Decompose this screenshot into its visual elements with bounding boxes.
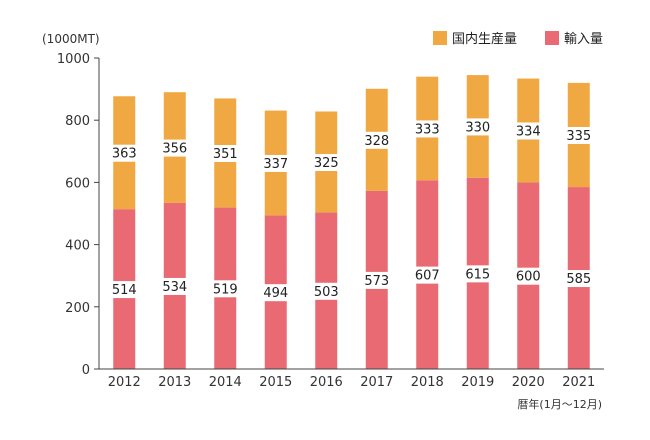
x-tick-label: 2013 — [158, 375, 191, 390]
data-label-bg — [563, 270, 594, 288]
y-tick-label: 600 — [65, 176, 90, 191]
data-label-bg — [210, 280, 241, 298]
data-label-import-2019: 615 — [465, 267, 490, 282]
x-axis-caption: 暦年(1月～12月) — [517, 397, 602, 411]
y-tick-label: 0 — [82, 363, 90, 378]
data-label-domestic-2021: 335 — [566, 129, 591, 144]
data-label-domestic-2015: 337 — [263, 157, 288, 172]
legend-label-domestic: 国内生産量 — [452, 31, 517, 47]
x-tick-label: 2021 — [562, 375, 595, 390]
data-label-bg — [462, 118, 493, 136]
x-tick-label: 2020 — [512, 375, 545, 390]
data-label-bg — [361, 131, 392, 149]
data-label-bg — [412, 120, 443, 138]
data-label-bg — [513, 267, 544, 285]
data-label-bg — [109, 281, 140, 299]
data-label-domestic-2019: 330 — [465, 120, 490, 135]
data-label-bg — [412, 266, 443, 284]
x-tick-label: 2015 — [259, 375, 292, 390]
data-label-bg — [260, 154, 291, 172]
data-label-domestic-2014: 351 — [213, 147, 238, 162]
data-label-domestic-2020: 334 — [516, 124, 541, 139]
data-label-bg — [159, 277, 190, 295]
x-tick-label: 2014 — [209, 375, 242, 390]
y-axis: 0 200 400 600 800 1000 — [57, 52, 100, 378]
data-label-bg — [260, 284, 291, 302]
x-tick-label: 2012 — [108, 375, 141, 390]
data-label-bg — [311, 154, 342, 172]
y-tick-label: 400 — [65, 239, 90, 254]
data-label-bg — [361, 271, 392, 289]
data-label-domestic-2013: 356 — [162, 142, 187, 157]
x-tick-label: 2016 — [310, 375, 343, 390]
data-label-import-2013: 534 — [162, 280, 187, 295]
data-label-domestic-2012: 363 — [112, 147, 137, 162]
x-tick-label: 2019 — [461, 375, 494, 390]
data-label-bg — [210, 145, 241, 163]
data-label-import-2014: 519 — [213, 282, 238, 297]
data-label-import-2016: 503 — [314, 285, 339, 300]
x-axis: 2012 2013 2014 2015 2016 2017 2018 2019 2020 2021 — [99, 368, 604, 390]
bars: 514 363 534 356 519 351 494 337 503 325 573 328 607 3… — [109, 75, 594, 369]
data-label-bg — [563, 126, 594, 144]
data-label-import-2018: 607 — [415, 269, 440, 284]
data-label-import-2017: 573 — [364, 274, 389, 289]
legend-label-import: 輸入量 — [564, 32, 603, 47]
data-label-domestic-2018: 333 — [415, 122, 440, 137]
data-label-import-2015: 494 — [263, 286, 288, 301]
x-tick-label: 2018 — [411, 375, 444, 390]
data-label-domestic-2017: 328 — [364, 134, 389, 149]
x-tick-label: 2017 — [360, 375, 393, 390]
data-label-import-2012: 514 — [112, 283, 137, 298]
legend: 国内生産量 輸入量 — [433, 31, 603, 47]
data-label-bg — [311, 282, 342, 300]
data-label-bg — [462, 265, 493, 283]
data-label-bg — [159, 139, 190, 157]
y-tick-label: 800 — [65, 114, 90, 129]
data-label-import-2021: 585 — [566, 272, 591, 287]
y-tick-label: 1000 — [57, 52, 90, 67]
data-label-domestic-2016: 325 — [314, 156, 339, 171]
data-label-bg — [513, 122, 544, 140]
legend-swatch-import — [545, 31, 559, 45]
data-label-bg — [109, 144, 140, 162]
y-tick-label: 200 — [65, 301, 90, 316]
legend-swatch-domestic — [433, 31, 447, 45]
unit-label: (1000MT) — [42, 32, 100, 46]
data-label-import-2020: 600 — [516, 270, 541, 285]
